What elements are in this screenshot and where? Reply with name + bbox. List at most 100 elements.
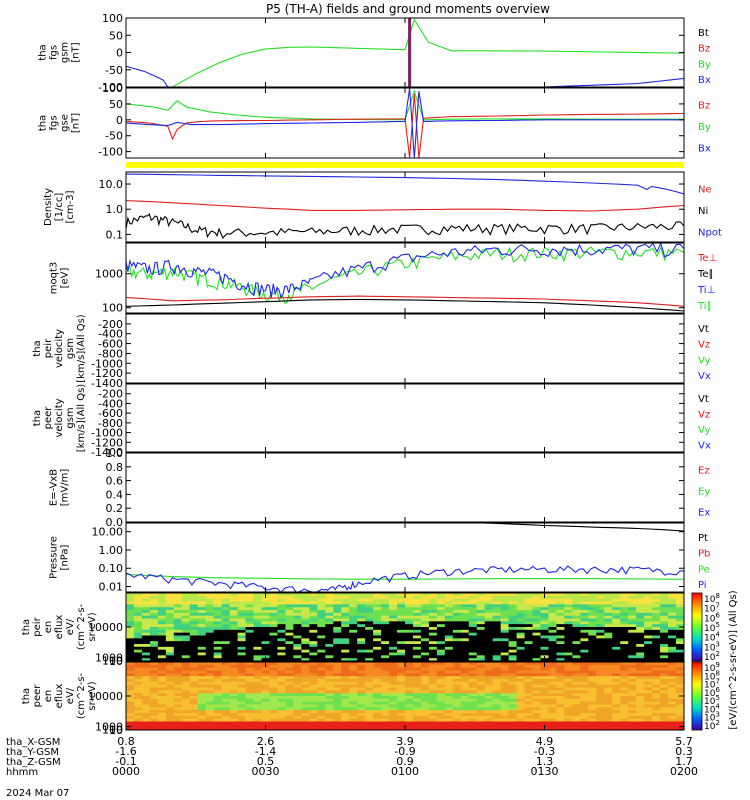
trace-Pi <box>126 565 684 592</box>
spectrogram-cell <box>580 621 589 625</box>
spectrogram-cell <box>588 646 597 651</box>
spectrogram-cell <box>181 676 191 680</box>
spectrogram-cell <box>253 713 262 717</box>
spectrogram-cell <box>508 632 517 636</box>
spectrogram-cell <box>444 598 454 602</box>
spectrogram-cell <box>357 595 366 600</box>
spectrogram-cell <box>484 696 494 700</box>
spectrogram-cell <box>221 679 231 683</box>
trace-Te⊥ <box>126 295 684 307</box>
spectrogram-cell <box>189 601 199 605</box>
spectrogram-cell <box>189 718 199 722</box>
spectrogram-cell <box>293 681 302 686</box>
spectrogram-cell <box>133 713 143 717</box>
spectrogram-cell <box>365 621 374 625</box>
spectrogram-cell <box>492 727 502 730</box>
spectrogram-cell <box>444 713 454 717</box>
spectrogram-cell <box>237 681 246 686</box>
spectrogram-cell <box>277 718 286 722</box>
spectrogram-cell <box>317 629 326 634</box>
spectrogram-cell <box>524 604 533 608</box>
spectrogram-cell <box>652 632 661 636</box>
spectrogram-cell <box>596 693 605 697</box>
spectrogram-cell <box>676 644 684 648</box>
spectrogram-cell <box>149 629 159 634</box>
spectrogram-cell <box>508 601 517 605</box>
spectrogram-cell <box>365 635 374 639</box>
spectrogram-cell <box>420 664 430 669</box>
spectrogram-cell <box>532 690 541 694</box>
spectrogram-cell <box>317 707 326 711</box>
spectrogram-cell <box>197 670 207 674</box>
spectrogram-cell <box>333 652 342 656</box>
spectrogram-cell <box>452 696 462 700</box>
spectrogram-cell <box>373 662 382 666</box>
spectrogram-cell <box>620 598 629 602</box>
spectrogram-cell <box>548 652 557 656</box>
spectrogram-cell <box>213 627 223 631</box>
spectrogram-cell <box>668 610 677 614</box>
spectrogram-cell <box>165 641 175 645</box>
spectrogram-cell <box>149 701 159 705</box>
spectrogram-cell <box>317 673 326 677</box>
spectrogram-cell <box>660 724 669 728</box>
spectrogram-cell <box>261 670 270 674</box>
spectrogram-cell <box>389 615 398 619</box>
spectrogram-cell <box>213 727 223 730</box>
spectrogram-cell <box>285 715 294 720</box>
spectrogram-cell <box>612 604 621 608</box>
spectrogram-cell <box>293 593 302 597</box>
spectrogram-cell <box>213 684 223 688</box>
spectrogram-cell <box>556 604 565 608</box>
spectrogram-cell <box>668 652 677 656</box>
spectrogram-cell <box>484 687 494 691</box>
spectrogram-cell <box>476 679 486 683</box>
spectrogram-cell <box>365 679 374 683</box>
spectrogram-cell <box>588 707 597 711</box>
spectrogram-cell <box>149 624 159 628</box>
spectrogram-cell <box>189 649 199 653</box>
spectrogram-cell <box>556 707 565 711</box>
spectrogram-cell <box>628 676 637 680</box>
spectrogram-cell <box>349 667 358 671</box>
spectrogram-cell <box>349 604 358 608</box>
spectrogram-cell <box>652 664 661 669</box>
spectrogram-cell <box>660 629 669 634</box>
y-tick-label: -1200 <box>91 436 123 449</box>
spectrogram-cell <box>349 698 358 703</box>
spectrogram-cell <box>596 629 605 634</box>
spectrogram-cell <box>660 610 669 614</box>
spectrogram-cell <box>636 710 645 714</box>
spectrogram-cell <box>237 721 246 725</box>
spectrogram-cell <box>333 718 342 722</box>
spectrogram-cell <box>293 664 302 669</box>
spectrogram-cell <box>269 595 278 600</box>
spectrogram-cell <box>444 721 454 725</box>
spectrogram-cell <box>436 696 446 700</box>
spectrogram-cell <box>564 696 573 700</box>
spectrogram-cell <box>357 598 366 602</box>
spectrogram-cell <box>452 646 462 651</box>
spectrogram-cell <box>604 687 613 691</box>
spectrogram-cell <box>237 598 246 602</box>
spectrogram-cell <box>237 676 246 680</box>
spectrogram-cell <box>524 635 533 639</box>
spectrogram-cell <box>365 655 374 659</box>
spectrogram-cell <box>245 632 254 636</box>
spectrogram-cell <box>317 615 326 619</box>
spectrogram-cell <box>484 610 494 614</box>
spectrogram-cell <box>668 627 677 631</box>
spectrogram-cell <box>245 612 254 617</box>
spectrogram-cell <box>620 624 629 628</box>
spectrogram-cell <box>349 621 358 625</box>
spectrogram-cell <box>492 601 502 605</box>
spectrogram-cell <box>389 658 398 661</box>
spectrogram-cell <box>189 646 199 651</box>
spectrogram-cell <box>452 604 462 608</box>
spectrogram-cell <box>484 618 494 622</box>
spectrogram-cell <box>253 673 262 677</box>
spectrogram-cell <box>173 612 183 617</box>
spectrogram-cell <box>420 641 430 645</box>
spectrogram-cell <box>141 673 151 677</box>
spectrogram-cell <box>652 629 661 634</box>
